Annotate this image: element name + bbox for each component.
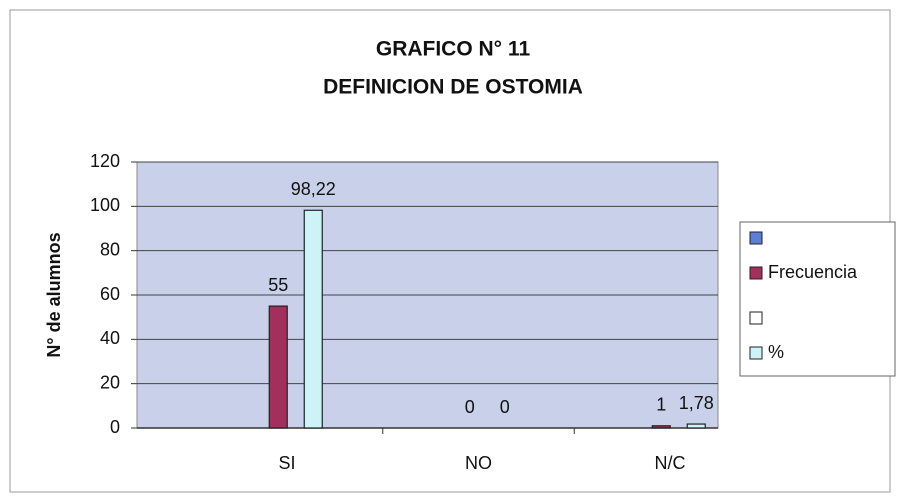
x-tick-label: NO xyxy=(465,453,492,473)
legend xyxy=(739,221,896,377)
legend-swatch xyxy=(749,231,763,245)
legend-swatch xyxy=(749,346,763,360)
data-label: 1,78 xyxy=(679,393,714,413)
data-label: 98,22 xyxy=(291,179,336,199)
legend-swatch xyxy=(749,266,763,280)
data-label: 0 xyxy=(500,397,510,417)
y-tick-label: 60 xyxy=(100,284,120,304)
data-label: 55 xyxy=(268,275,288,295)
legend-swatch xyxy=(749,311,763,325)
y-tick-label: 80 xyxy=(100,239,120,259)
x-tick-label: N/C xyxy=(655,453,686,473)
data-label: 0 xyxy=(465,397,475,417)
bar xyxy=(686,423,706,429)
y-axis-title: N° de alumnos xyxy=(44,232,64,357)
chart-subtitle: DEFINICION DE OSTOMIA xyxy=(323,76,583,99)
y-tick-label: 20 xyxy=(100,372,120,392)
y-tick-label: 120 xyxy=(90,151,120,171)
legend-label: % xyxy=(768,342,784,362)
x-tick-label: SI xyxy=(278,453,295,473)
y-tick-label: 0 xyxy=(110,417,120,437)
bar xyxy=(268,305,288,429)
chart-title: GRAFICO N° 11 xyxy=(376,38,531,61)
y-tick-label: 100 xyxy=(90,195,120,215)
data-label: 1 xyxy=(656,395,666,415)
bar xyxy=(651,425,671,429)
bar xyxy=(303,209,323,429)
y-tick-label: 40 xyxy=(100,328,120,348)
legend-label: Frecuencia xyxy=(768,262,858,282)
